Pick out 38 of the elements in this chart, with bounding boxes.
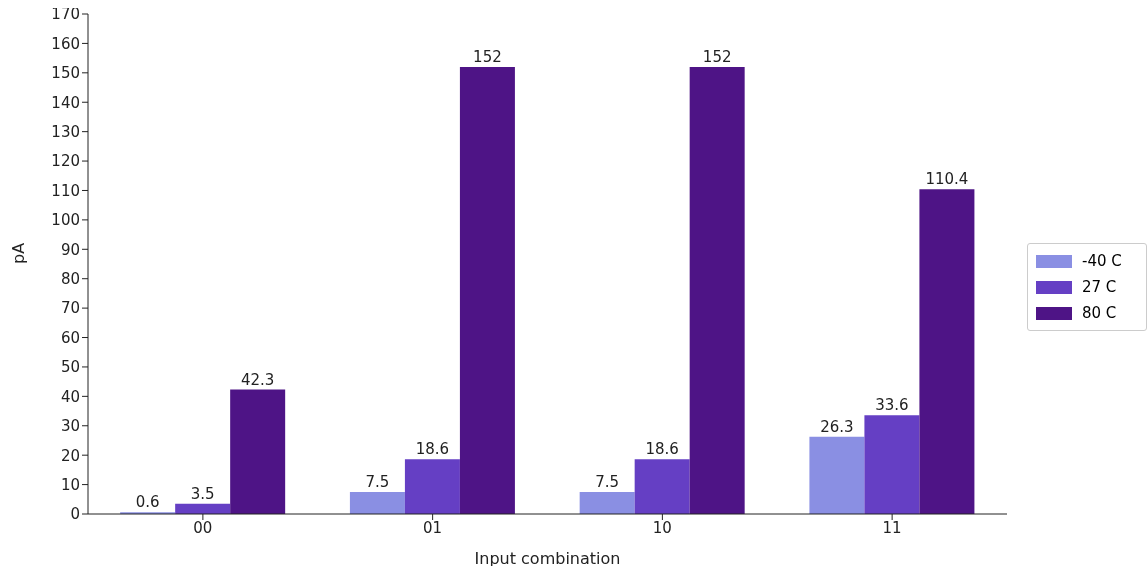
y-tick-label: 160	[51, 34, 80, 53]
y-tick-label: 170	[51, 5, 80, 24]
x-tick-label: 00	[193, 518, 213, 537]
y-tick-label: 50	[60, 358, 80, 377]
x-tick-label: 10	[652, 518, 672, 537]
data-label: 42.3	[240, 370, 275, 389]
y-tick-label: 140	[51, 93, 80, 112]
y-tick-label: 150	[51, 64, 80, 83]
y-tick-label: 60	[60, 328, 80, 347]
y-tick-label: 0	[70, 505, 80, 524]
x-tick-label: 11	[882, 518, 902, 537]
y-tick-label: 100	[51, 211, 80, 230]
data-label: 7.5	[595, 472, 620, 491]
data-label: 3.5	[190, 484, 215, 503]
legend-label: -40 C	[1082, 252, 1122, 270]
legend-label: 27 C	[1082, 278, 1117, 296]
y-tick-label: 30	[60, 417, 80, 436]
data-label: 18.6	[645, 440, 679, 459]
data-label: 110.4	[925, 170, 969, 189]
y-tick-label: 20	[60, 446, 80, 465]
y-tick-label: 120	[51, 152, 80, 171]
data-label: 7.5	[365, 472, 390, 491]
y-tick-label: 10	[60, 475, 80, 494]
data-label: 18.6	[415, 440, 450, 459]
data-label: 26.3	[820, 417, 854, 436]
y-tick-label: 40	[60, 387, 80, 406]
data-label: 152	[702, 47, 732, 66]
data-label: 0.6	[135, 493, 160, 512]
y-tick-label: 110	[51, 181, 80, 200]
x-tick-label: 01	[423, 518, 443, 537]
y-tick-label: 70	[60, 299, 80, 318]
y-tick-label: 80	[60, 270, 80, 289]
legend-label: 80 C	[1082, 304, 1117, 322]
y-tick-label: 130	[51, 122, 80, 141]
data-label: 33.6	[875, 396, 909, 415]
y-axis-title: pA	[8, 242, 28, 264]
y-tick-label: 90	[60, 240, 80, 259]
data-label: 152	[473, 47, 502, 66]
